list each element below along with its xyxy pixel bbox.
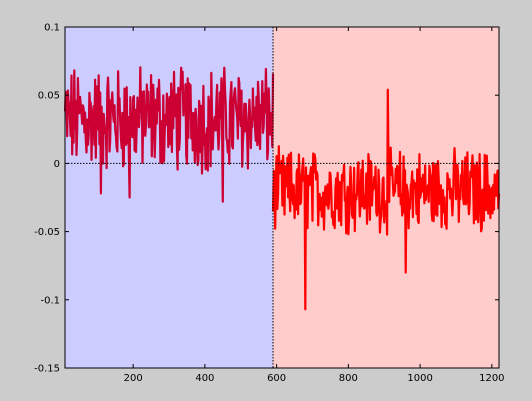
y-tick-label: 0.05 [38,91,60,102]
x-axis-ticks: 200 400 600 800 1000 1200 [124,27,505,384]
series-line-1 [63,66,275,203]
x-tick-label: 200 [124,373,143,384]
x-tick-label: 600 [267,373,286,384]
x-tick-label: 800 [339,373,358,384]
x-tick-label: 400 [195,373,214,384]
y-tick-label: 0 [54,159,60,170]
data-series [63,66,501,311]
series-line-2 [271,88,501,311]
y-tick-label: -0.05 [34,227,60,238]
y-axis-ticks: -0.15 -0.1 -0.05 0 0.05 0.1 [34,23,499,375]
plot-frame [64,26,500,369]
region-1 [65,27,274,368]
reference-lines [65,27,499,368]
y-tick-label: 0.1 [44,23,60,34]
y-tick-label: -0.1 [40,295,60,306]
y-tick-label: -0.15 [34,364,60,375]
x-tick-label: 1000 [407,373,432,384]
x-tick-label: 1200 [479,373,504,384]
